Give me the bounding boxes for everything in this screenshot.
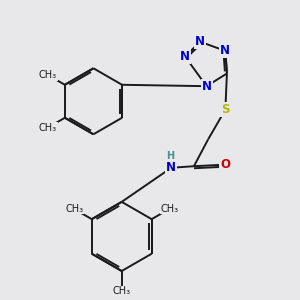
Text: CH₃: CH₃ xyxy=(160,204,178,214)
Text: N: N xyxy=(180,50,190,63)
Text: CH₃: CH₃ xyxy=(112,286,131,296)
Text: N: N xyxy=(195,35,205,48)
Text: O: O xyxy=(220,158,230,171)
Text: N: N xyxy=(220,44,230,57)
Text: S: S xyxy=(221,103,230,116)
Text: H: H xyxy=(167,151,175,161)
Text: CH₃: CH₃ xyxy=(39,70,57,80)
Text: N: N xyxy=(202,80,212,93)
Text: CH₃: CH₃ xyxy=(39,122,57,133)
Text: CH₃: CH₃ xyxy=(65,204,83,214)
Text: N: N xyxy=(166,161,176,174)
